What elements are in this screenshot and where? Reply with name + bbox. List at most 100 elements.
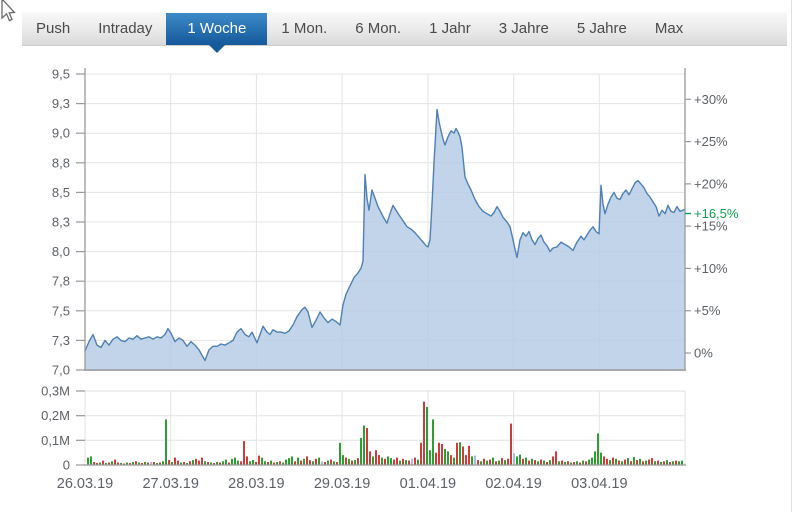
volume-bar xyxy=(432,419,434,465)
volume-bar xyxy=(396,457,398,465)
widget-right-border xyxy=(791,0,792,512)
volume-bar xyxy=(363,425,365,465)
volume-bar xyxy=(624,459,626,465)
volume-bar xyxy=(636,460,638,465)
volume-bar xyxy=(300,460,302,465)
volume-bar xyxy=(474,455,476,465)
volume-bar xyxy=(666,460,668,465)
price-tick-label: 9,3 xyxy=(52,96,70,111)
date-label: 01.04.19 xyxy=(400,476,456,492)
price-tick-label: 8,3 xyxy=(52,215,70,230)
tab-1-mon[interactable]: 1 Mon. xyxy=(281,20,328,37)
tab-max[interactable]: Max xyxy=(654,20,684,37)
volume-bar xyxy=(387,456,389,465)
volume-bar xyxy=(486,460,488,465)
volume-bar xyxy=(501,458,503,465)
volume-bar xyxy=(579,462,581,465)
volume-bar xyxy=(543,460,545,465)
volume-bar xyxy=(354,460,356,465)
volume-bar xyxy=(585,461,587,465)
volume-bar xyxy=(450,455,452,465)
volume-bar xyxy=(264,461,266,465)
volume-bar xyxy=(114,459,116,465)
volume-bar xyxy=(381,457,383,465)
volume-bar xyxy=(186,463,188,465)
volume-bar xyxy=(435,452,437,465)
volume-bar xyxy=(546,462,548,465)
volume-bar xyxy=(228,462,230,465)
volume-bar xyxy=(510,423,512,465)
volume-bar xyxy=(405,460,407,465)
volume-bar xyxy=(660,462,662,465)
volume-bar xyxy=(651,458,653,465)
volume-bar xyxy=(324,462,326,465)
volume-bar xyxy=(615,458,617,465)
volume-bar xyxy=(597,433,599,465)
tab-1-woche[interactable]: 1 Woche xyxy=(166,13,268,53)
volume-bar xyxy=(375,450,377,465)
volume-bar xyxy=(213,463,215,465)
volume-bar xyxy=(618,460,620,465)
volume-bar xyxy=(519,454,521,465)
volume-bar xyxy=(147,462,149,465)
volume-bar xyxy=(576,461,578,465)
tab-push[interactable]: Push xyxy=(36,20,71,37)
tab-intraday[interactable]: Intraday xyxy=(98,20,153,37)
volume-bar xyxy=(582,460,584,465)
tab-1-jahr[interactable]: 1 Jahr xyxy=(429,20,471,37)
volume-bar xyxy=(378,455,380,465)
volume-bar xyxy=(588,459,590,465)
volume-bar xyxy=(417,459,419,465)
volume-bar xyxy=(657,460,659,465)
volume-bar xyxy=(279,461,281,465)
volume-bar xyxy=(123,463,125,465)
volume-bar xyxy=(549,460,551,465)
price-line xyxy=(84,108,686,362)
percent-tick-label: +5% xyxy=(694,303,721,318)
current-change-label: +16,5% xyxy=(694,206,739,221)
volume-tick-label: 0,2M xyxy=(41,408,70,423)
volume-bar xyxy=(393,459,395,465)
volume-bar xyxy=(369,451,371,465)
volume-bar xyxy=(153,462,155,465)
volume-bar xyxy=(459,442,461,465)
volume-bar xyxy=(516,456,518,465)
tab-3-jahre[interactable]: 3 Jahre xyxy=(498,20,549,37)
volume-bar xyxy=(600,452,602,465)
volume-bar xyxy=(336,462,338,465)
volume-bar xyxy=(345,457,347,465)
volume-bar xyxy=(234,457,236,465)
volume-bar xyxy=(408,460,410,465)
volume-bar xyxy=(639,458,641,465)
volume-bar xyxy=(342,455,344,465)
volume-bar xyxy=(246,456,248,465)
volume-bar xyxy=(627,458,629,465)
volume-bar xyxy=(420,442,422,465)
volume-bar xyxy=(390,458,392,465)
volume-bar xyxy=(609,460,611,465)
volume-bar xyxy=(132,462,134,465)
volume-bar xyxy=(243,441,245,465)
volume-bar xyxy=(222,461,224,465)
volume-bar xyxy=(630,461,632,465)
volume-bar xyxy=(180,462,182,465)
period-tabbar: Push Intraday 1 Woche 1 Mon. 6 Mon. 1 Jahr 3 J… xyxy=(22,12,787,53)
price-tick-label: 8,8 xyxy=(52,155,70,170)
volume-bar xyxy=(159,462,161,465)
tab-5-jahre[interactable]: 5 Jahre xyxy=(576,20,627,37)
volume-bar xyxy=(429,450,431,465)
volume-bar xyxy=(273,462,275,465)
volume-bar xyxy=(267,462,269,465)
volume-bar xyxy=(492,457,494,465)
tab-6-mon[interactable]: 6 Mon. xyxy=(355,20,402,37)
volume-bar xyxy=(471,456,473,465)
volume-bar xyxy=(663,461,665,465)
volume-bar xyxy=(315,458,317,465)
volume-bar xyxy=(87,457,89,465)
volume-bar xyxy=(171,462,173,465)
volume-bar xyxy=(426,407,428,465)
volume-bar xyxy=(162,461,164,465)
volume-bar xyxy=(117,462,119,465)
volume-bar xyxy=(612,457,614,465)
